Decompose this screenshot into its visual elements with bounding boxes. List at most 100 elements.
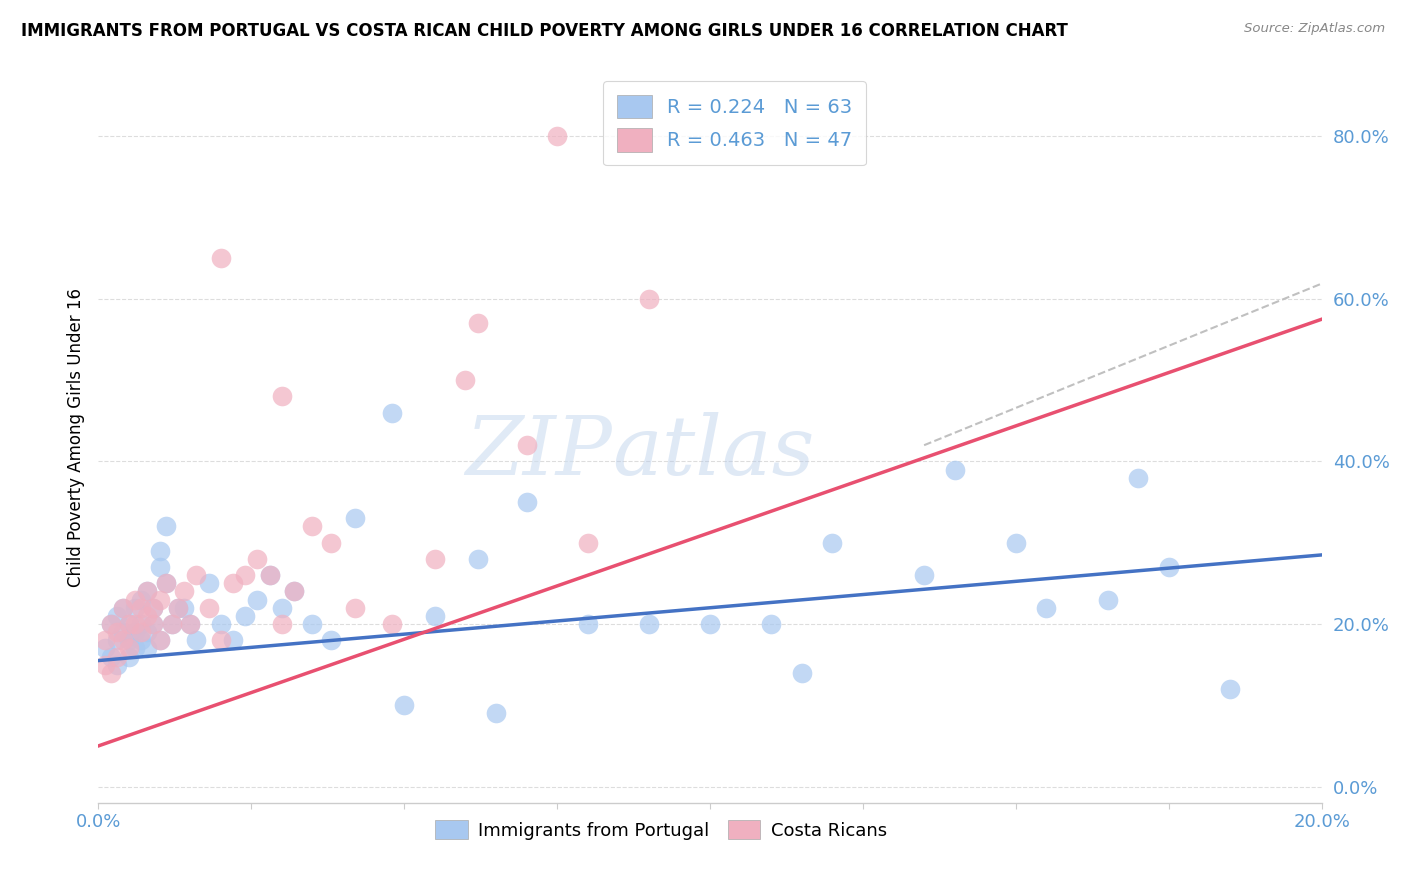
- Point: [344, 511, 367, 525]
- Point: [93, 641, 115, 656]
- Point: [105, 633, 128, 648]
- Point: [167, 600, 190, 615]
- Point: [301, 519, 323, 533]
- Point: [105, 625, 128, 640]
- Point: [1004, 535, 1026, 549]
- Point: [186, 633, 208, 648]
- Point: [423, 552, 446, 566]
- Point: [381, 406, 404, 420]
- Point: [124, 592, 146, 607]
- Text: atlas: atlas: [612, 412, 814, 491]
- Point: [1157, 560, 1180, 574]
- Point: [149, 544, 172, 558]
- Point: [319, 535, 342, 549]
- Point: [197, 576, 219, 591]
- Point: [155, 576, 177, 591]
- Point: [105, 649, 128, 664]
- Point: [142, 600, 165, 615]
- Point: [546, 129, 568, 144]
- Point: [118, 649, 141, 664]
- Point: [173, 600, 195, 615]
- Point: [118, 617, 141, 632]
- Point: [233, 568, 256, 582]
- Point: [173, 584, 195, 599]
- Point: [129, 592, 152, 607]
- Point: [246, 552, 269, 566]
- Point: [344, 600, 367, 615]
- Point: [790, 665, 813, 680]
- Point: [111, 600, 134, 615]
- Point: [209, 617, 232, 632]
- Point: [943, 462, 966, 476]
- Point: [149, 560, 172, 574]
- Point: [1035, 600, 1057, 615]
- Point: [142, 600, 165, 615]
- Point: [485, 706, 508, 721]
- Point: [454, 373, 477, 387]
- Point: [186, 568, 208, 582]
- Point: [111, 600, 134, 615]
- Point: [136, 608, 159, 623]
- Point: [301, 617, 323, 632]
- Point: [197, 600, 219, 615]
- Point: [124, 600, 146, 615]
- Point: [516, 438, 538, 452]
- Point: [467, 316, 489, 330]
- Point: [129, 600, 152, 615]
- Point: [124, 625, 146, 640]
- Y-axis label: Child Poverty Among Girls Under 16: Child Poverty Among Girls Under 16: [66, 287, 84, 587]
- Point: [129, 625, 152, 640]
- Point: [100, 617, 122, 632]
- Point: [392, 698, 416, 713]
- Point: [155, 576, 177, 591]
- Point: [179, 617, 201, 632]
- Point: [118, 633, 141, 648]
- Text: IMMIGRANTS FROM PORTUGAL VS COSTA RICAN CHILD POVERTY AMONG GIRLS UNDER 16 CORRE: IMMIGRANTS FROM PORTUGAL VS COSTA RICAN …: [21, 22, 1069, 40]
- Point: [160, 617, 183, 632]
- Point: [118, 617, 141, 632]
- Point: [270, 600, 292, 615]
- Point: [699, 617, 721, 632]
- Point: [142, 617, 165, 632]
- Point: [93, 657, 115, 672]
- Point: [270, 389, 292, 403]
- Point: [821, 535, 844, 549]
- Point: [467, 552, 489, 566]
- Legend: Immigrants from Portugal, Costa Ricans: Immigrants from Portugal, Costa Ricans: [426, 811, 896, 848]
- Point: [759, 617, 782, 632]
- Point: [129, 633, 152, 648]
- Point: [105, 657, 128, 672]
- Point: [1128, 471, 1150, 485]
- Point: [1097, 592, 1119, 607]
- Point: [246, 592, 269, 607]
- Point: [160, 617, 183, 632]
- Point: [209, 252, 232, 266]
- Text: Source: ZipAtlas.com: Source: ZipAtlas.com: [1244, 22, 1385, 36]
- Point: [637, 617, 661, 632]
- Point: [179, 617, 201, 632]
- Point: [283, 584, 305, 599]
- Point: [209, 633, 232, 648]
- Point: [155, 519, 177, 533]
- Point: [259, 568, 281, 582]
- Point: [93, 633, 115, 648]
- Point: [222, 576, 245, 591]
- Point: [233, 608, 256, 623]
- Point: [149, 633, 172, 648]
- Point: [124, 641, 146, 656]
- Point: [423, 608, 446, 623]
- Text: ZIP: ZIP: [465, 412, 612, 491]
- Point: [270, 617, 292, 632]
- Point: [576, 617, 599, 632]
- Point: [118, 641, 141, 656]
- Point: [100, 617, 122, 632]
- Point: [100, 649, 122, 664]
- Point: [167, 600, 190, 615]
- Point: [111, 633, 134, 648]
- Point: [142, 617, 165, 632]
- Point: [136, 584, 159, 599]
- Point: [136, 641, 159, 656]
- Point: [111, 625, 134, 640]
- Point: [637, 292, 661, 306]
- Point: [259, 568, 281, 582]
